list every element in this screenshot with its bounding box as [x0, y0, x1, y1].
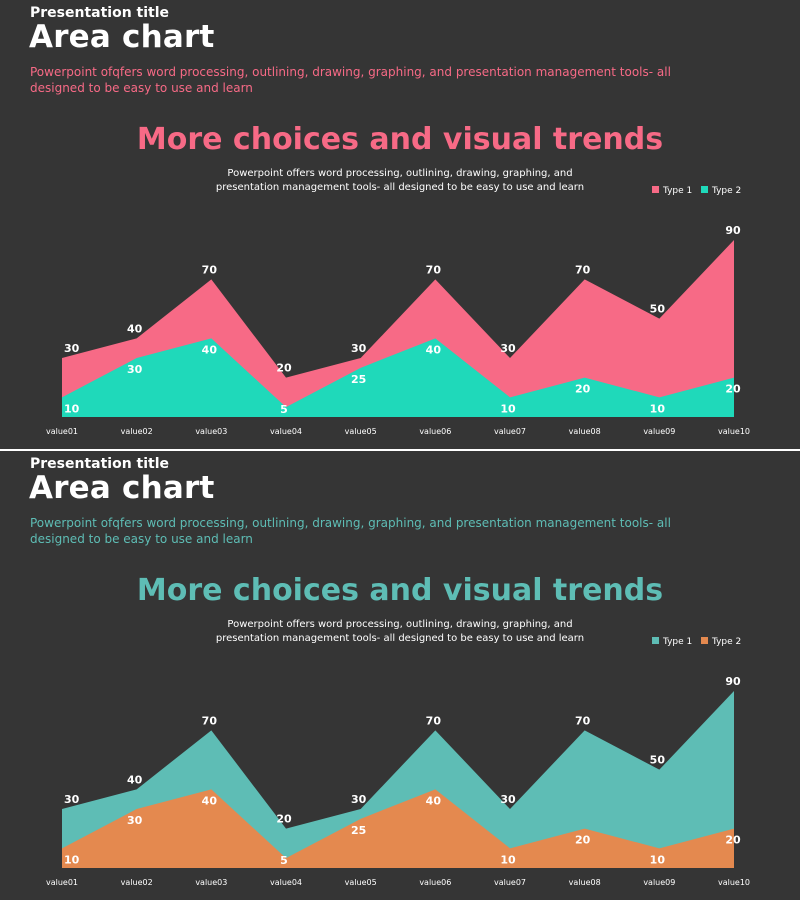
x-tick-label: value06	[419, 878, 451, 887]
x-tick-label: value03	[195, 878, 227, 887]
data-label: 70	[426, 714, 442, 727]
chart-headline: More choices and visual trends	[136, 573, 664, 608]
data-label: 30	[500, 342, 516, 355]
legend-swatch	[701, 637, 708, 644]
x-tick-label: value02	[121, 878, 153, 887]
x-tick-label: value10	[718, 427, 750, 436]
data-label: 10	[500, 853, 516, 866]
data-label: 20	[725, 383, 741, 396]
data-label: 20	[575, 834, 591, 847]
data-label: 10	[500, 402, 516, 415]
data-label: 70	[426, 263, 442, 276]
data-label: 70	[202, 263, 218, 276]
slide-title: Area chart	[29, 470, 215, 506]
data-label: 5	[280, 403, 288, 416]
chart-subtext: Powerpoint offers word processing, outli…	[215, 619, 585, 644]
x-tick-label: value09	[643, 427, 675, 436]
data-label: 20	[725, 834, 741, 847]
data-label: 5	[280, 854, 288, 867]
data-label: 50	[650, 303, 666, 316]
data-label: 20	[276, 362, 292, 375]
legend-entry: Type 1	[662, 186, 692, 196]
data-label: 30	[64, 342, 80, 355]
data-label: 30	[351, 342, 367, 355]
x-tick-label: value09	[643, 878, 675, 887]
data-label: 40	[127, 773, 143, 786]
slide-title: Area chart	[29, 19, 215, 55]
data-label: 40	[127, 322, 143, 335]
x-tick-label: value04	[270, 878, 302, 887]
legend-swatch	[701, 186, 708, 193]
data-label: 30	[64, 793, 80, 806]
data-label: 90	[725, 675, 741, 688]
data-label: 40	[202, 794, 218, 807]
x-tick-label: value07	[494, 878, 526, 887]
presentation-title: Presentation title	[30, 456, 170, 472]
data-label: 40	[426, 343, 442, 356]
series-area-type-2	[62, 338, 734, 417]
legend-swatch	[652, 186, 659, 193]
data-label: 10	[64, 402, 80, 415]
data-label: 70	[575, 714, 591, 727]
chart-headline: More choices and visual trends	[136, 122, 664, 157]
x-tick-label: value04	[270, 427, 302, 436]
data-label: 70	[575, 263, 591, 276]
slide-1: Presentation title Area chart Powerpoint…	[0, 0, 800, 449]
data-label: 30	[127, 814, 143, 827]
slide-description: Powerpoint ofqfers word processing, outl…	[30, 516, 671, 546]
presentation-title: Presentation title	[30, 5, 170, 21]
x-tick-label: value06	[419, 427, 451, 436]
data-label: 40	[426, 794, 442, 807]
data-label: 20	[575, 383, 591, 396]
x-tick-label: value02	[121, 427, 153, 436]
series-area-type-2	[62, 789, 734, 868]
x-tick-label: value07	[494, 427, 526, 436]
chart-subtext: Powerpoint offers word processing, outli…	[215, 168, 585, 193]
data-label: 25	[351, 373, 366, 386]
data-label: 90	[725, 224, 741, 237]
legend-entry: Type 2	[711, 637, 741, 647]
legend-swatch	[652, 637, 659, 644]
data-label: 30	[351, 793, 367, 806]
data-label: 40	[202, 343, 218, 356]
data-label: 10	[650, 853, 666, 866]
x-tick-label: value05	[345, 878, 377, 887]
legend-entry: Type 1	[662, 637, 692, 647]
area-chart: 30 40 70 20 30 70 30 70 50 90 10 30 40 5 25 40 10 20 10 20 v…	[46, 637, 750, 887]
x-tick-label: value05	[345, 427, 377, 436]
x-tick-label: value01	[46, 878, 78, 887]
x-tick-label: value08	[569, 878, 601, 887]
x-tick-label: value08	[569, 427, 601, 436]
data-label: 30	[500, 793, 516, 806]
area-chart: 30 40 70 20 30 70 30 70 50 90 10 30 40 5 25 40 10 20 10 20 v…	[46, 186, 750, 436]
slide-description: Powerpoint ofqfers word processing, outl…	[30, 65, 671, 95]
data-label: 10	[650, 402, 666, 415]
x-tick-label: value01	[46, 427, 78, 436]
data-label: 30	[127, 363, 143, 376]
legend-entry: Type 2	[711, 186, 741, 196]
data-label: 10	[64, 853, 80, 866]
data-label: 20	[276, 813, 292, 826]
data-label: 50	[650, 754, 666, 767]
x-tick-label: value03	[195, 427, 227, 436]
data-label: 70	[202, 714, 218, 727]
data-label: 25	[351, 824, 366, 837]
slide-2: Presentation title Area chart Powerpoint…	[0, 451, 800, 900]
x-tick-label: value10	[718, 878, 750, 887]
